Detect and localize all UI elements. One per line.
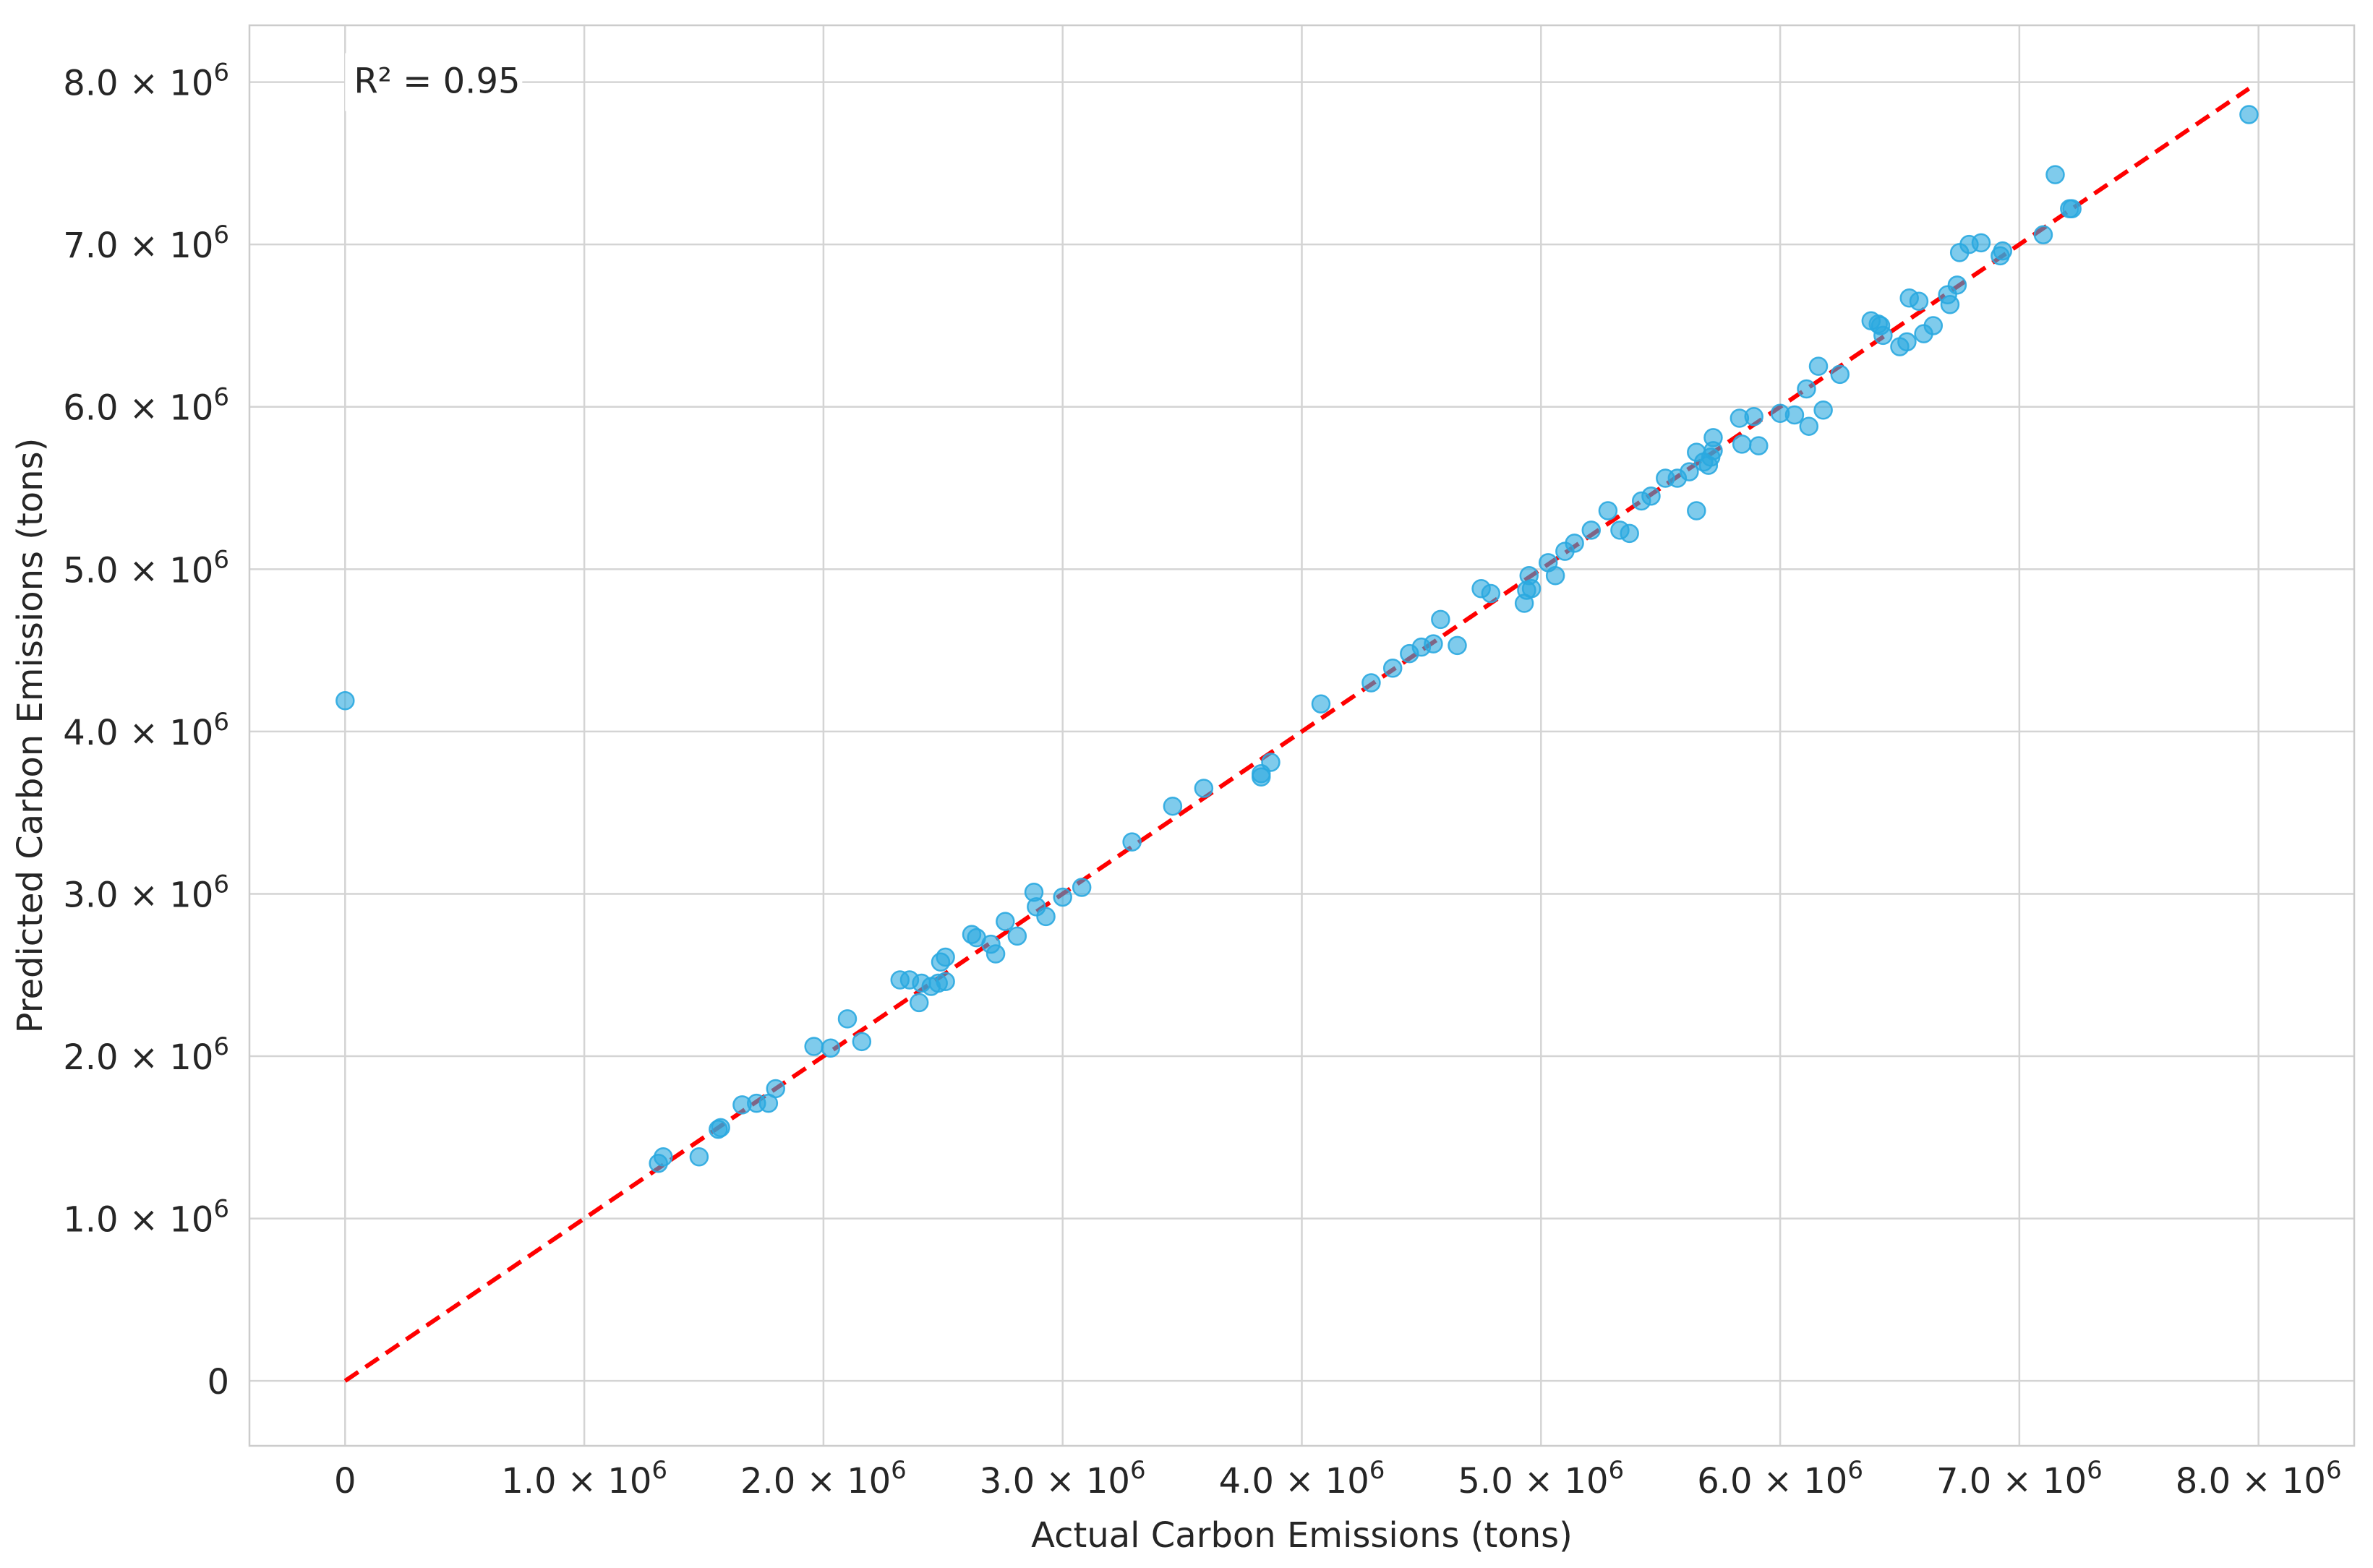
x-tick-label: 5.0 × 106	[1458, 1456, 1624, 1501]
data-point	[2045, 165, 2065, 184]
data-point	[1799, 416, 1819, 436]
x-tick-label: 2.0 × 106	[740, 1456, 907, 1501]
data-point	[1749, 436, 1769, 455]
x-axis-ticks: 0 1.0 × 106 2.0 × 106 3.0 × 106 4.0 × 106 5.0…	[334, 1456, 2342, 1501]
data-point	[1545, 566, 1565, 586]
x-tick-label: 4.0 × 106	[1219, 1456, 1385, 1501]
y-tick-label: 0	[207, 1362, 229, 1402]
data-point	[1620, 523, 1639, 544]
data-point	[1163, 796, 1183, 816]
x-tick-label: 0	[334, 1461, 356, 1501]
data-point	[804, 1037, 824, 1056]
data-point	[1830, 364, 1850, 385]
r-squared-annotation: R² = 0.95	[354, 61, 520, 102]
data-point	[936, 972, 955, 991]
data-point	[689, 1147, 709, 1167]
x-tick-label: 8.0 × 106	[2176, 1456, 2342, 1501]
data-point	[2062, 199, 2082, 219]
data-point	[1448, 635, 1467, 656]
data-point	[1252, 767, 1271, 787]
data-point	[1521, 579, 1542, 599]
y-tick-label: 8.0 × 106	[63, 59, 229, 104]
data-point	[985, 944, 1006, 964]
data-point	[1732, 434, 1752, 454]
data-point	[1565, 534, 1584, 553]
data-point	[1687, 501, 1706, 520]
data-point	[1581, 520, 1602, 540]
data-point	[1971, 233, 1991, 253]
y-tick-label: 3.0 × 106	[63, 870, 229, 915]
data-point	[1261, 753, 1280, 772]
data-point	[1873, 325, 1893, 346]
y-tick-label: 6.0 × 106	[63, 383, 229, 429]
data-point	[1053, 887, 1072, 907]
x-tick-label: 7.0 × 106	[1936, 1456, 2103, 1501]
data-point	[1641, 487, 1661, 506]
data-point	[766, 1079, 785, 1099]
data-point	[1797, 379, 1816, 399]
data-point	[1744, 406, 1763, 427]
x-tick-label: 3.0 × 106	[980, 1456, 1146, 1501]
data-point	[1680, 462, 1699, 481]
data-point	[1598, 501, 1618, 520]
y-axis-ticks: 0 1.0 × 106 2.0 × 106 3.0 × 106 4.0 × 106 5.0…	[63, 59, 229, 1403]
data-point	[1431, 609, 1450, 630]
data-point	[1382, 659, 1403, 678]
data-point	[1813, 400, 1833, 420]
y-axis-label: Predicted Carbon Emissions (tons)	[10, 438, 51, 1034]
y-tick-label: 5.0 × 106	[63, 545, 229, 591]
data-point	[1784, 405, 1805, 425]
y-tick-label: 1.0 × 106	[63, 1195, 229, 1241]
annotation-background	[345, 53, 523, 111]
plot-area-frame	[248, 24, 2356, 1447]
data-point	[996, 912, 1015, 931]
data-point	[1703, 428, 1723, 447]
data-point	[821, 1038, 841, 1058]
data-point	[1007, 926, 1027, 946]
data-point	[654, 1147, 673, 1167]
y-tick-label: 2.0 × 106	[63, 1032, 229, 1078]
data-point	[1993, 241, 2012, 261]
data-point	[1909, 291, 1929, 312]
x-tick-label: 6.0 × 106	[1697, 1456, 1863, 1501]
data-point	[1194, 779, 1214, 798]
data-point	[2033, 225, 2053, 244]
y-tick-label: 7.0 × 106	[63, 220, 229, 266]
data-point	[1947, 275, 1967, 295]
data-point	[1923, 316, 1944, 335]
data-point	[1940, 295, 1960, 314]
x-axis-label: Actual Carbon Emissions (tons)	[1031, 1515, 1573, 1556]
data-point	[335, 690, 355, 711]
data-point	[1122, 832, 1142, 852]
data-point	[711, 1118, 730, 1138]
data-point	[1897, 332, 1917, 352]
data-point	[936, 947, 955, 967]
data-points	[335, 105, 2259, 1173]
data-point	[1311, 694, 1331, 714]
data-point	[837, 1009, 858, 1029]
data-point	[1072, 878, 1092, 897]
data-point	[2239, 105, 2259, 124]
data-point	[1481, 583, 1501, 604]
y-tick-label: 4.0 × 106	[63, 708, 229, 753]
data-point	[1808, 356, 1829, 376]
data-point	[852, 1032, 872, 1052]
data-point	[1424, 634, 1443, 654]
data-point	[1361, 673, 1381, 693]
data-point	[909, 993, 929, 1013]
data-point	[1036, 907, 1056, 927]
x-tick-label: 1.0 × 106	[501, 1456, 667, 1501]
